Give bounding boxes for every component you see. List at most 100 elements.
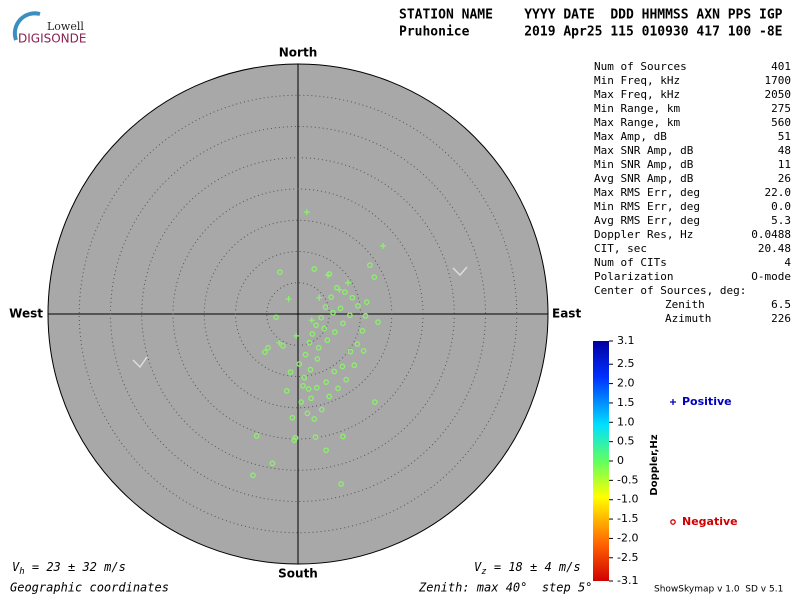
source-point: [316, 294, 323, 301]
source-point: [309, 331, 316, 337]
source-point: [328, 294, 334, 300]
stat-label: Max Amp, dB: [594, 130, 667, 143]
colorbar-tick-label: -1.5: [617, 512, 638, 525]
colorbar-tick-label: 2.5: [617, 357, 635, 370]
source-point: [250, 472, 256, 479]
source-point: [315, 344, 322, 351]
source-point: [302, 351, 309, 358]
stat-value: 275: [771, 102, 791, 115]
source-point: [306, 339, 313, 346]
source-point: [340, 433, 346, 440]
source-point: [262, 349, 268, 355]
source-point: [311, 416, 318, 422]
source-point: [335, 385, 341, 392]
legend-label: Negative: [682, 515, 738, 528]
stat-label: Min SNR Amp, dB: [594, 158, 694, 171]
source-point: [269, 460, 276, 467]
stat-value: 560: [771, 116, 791, 129]
source-point: [343, 376, 349, 383]
source-point: [298, 399, 304, 405]
source-point: [360, 348, 367, 354]
zenith-ring: [110, 126, 486, 502]
source-point: [351, 362, 358, 369]
colorbar-tick-label: 0.5: [617, 435, 635, 448]
source-point: [339, 363, 346, 370]
stat-label: Doppler Res, Hz: [594, 228, 693, 241]
logo-arc: [12, 11, 41, 41]
header-line: STATION NAME YYYY DATE DDD HHMMSS AXN PP…: [399, 8, 783, 23]
stat-value: 0.0: [771, 200, 791, 213]
center-title: Center of Sources, deg:: [594, 284, 746, 297]
source-point: [283, 388, 290, 394]
colorbar-tick-label: 0: [617, 454, 624, 467]
legend-marker: [670, 399, 676, 405]
source-point: [337, 305, 344, 312]
stat-value: 22.0: [765, 186, 792, 199]
source-point: [321, 325, 328, 332]
source-point: [314, 356, 321, 362]
logo-top: Lowell: [47, 20, 84, 33]
source-point: [265, 344, 271, 351]
colorbar-tick-label: -1.0: [617, 493, 638, 506]
stat-label: Num of Sources: [594, 60, 687, 73]
source-point: [354, 341, 361, 347]
colorbar-tick-label: -2.5: [617, 551, 638, 564]
source-point: [305, 386, 312, 392]
header-line: Pruhonice 2019 Apr25 115 010930 417 100 …: [399, 25, 783, 40]
legend-marker: [670, 519, 676, 525]
source-point: [371, 274, 378, 280]
source-point: [380, 242, 386, 249]
zenith-ring: [141, 157, 455, 471]
stat-value: 20.48: [758, 242, 791, 255]
stat-value: 1700: [765, 74, 792, 87]
stat-value: 48: [778, 144, 791, 157]
source-point: [293, 332, 300, 339]
source-point: [318, 314, 324, 321]
source-point: [303, 209, 310, 216]
source-point: [301, 374, 308, 381]
colorbar: [593, 341, 609, 581]
source-point: [289, 414, 296, 421]
source-point: [345, 279, 351, 286]
east-label: East: [552, 307, 581, 321]
source-point: [347, 348, 354, 355]
vz: Vz = 18 ± 4 m/s: [474, 560, 581, 577]
source-point: [304, 410, 311, 417]
stat-label: Polarization: [594, 270, 673, 283]
colorbar-label: Doppler,Hz: [649, 434, 660, 495]
south-label: South: [278, 567, 318, 581]
zenith-ring: [78, 94, 518, 534]
source-point: [338, 481, 344, 487]
source-point: [308, 317, 315, 324]
source-point: [253, 433, 260, 439]
source-point: [276, 339, 283, 346]
stat-label: Min RMS Err, deg: [594, 200, 700, 213]
center-label: Zenith: [665, 298, 705, 311]
colorbar-tick-label: 1.0: [617, 415, 635, 428]
source-point: [326, 271, 333, 277]
velocity-mark: [132, 266, 468, 369]
logo-bottom: DIGISONDE: [18, 32, 86, 46]
stat-value: 26: [778, 172, 791, 185]
colorbar-tick-label: -0.5: [617, 473, 638, 486]
stat-label: Max RMS Err, deg: [594, 186, 700, 199]
source-point: [312, 434, 319, 440]
source-point: [336, 286, 343, 293]
colorbar-tick-label: -3.1: [617, 574, 638, 587]
zenith-ring: [235, 251, 361, 377]
source-point: [323, 379, 329, 385]
source-point: [308, 395, 314, 402]
stat-label: Avg RMS Err, deg: [594, 214, 700, 227]
colorbar-tick-label: 2.0: [617, 377, 635, 390]
source-point: [347, 312, 353, 319]
source-point: [324, 337, 331, 344]
legend-label: Positive: [682, 395, 732, 408]
source-point: [330, 309, 336, 316]
source-point: [340, 320, 346, 327]
stat-label: Max SNR Amp, dB: [594, 144, 694, 157]
stat-label: Min Freq, kHz: [594, 74, 680, 87]
stat-value: 5.3: [771, 214, 791, 227]
center-label: Azimuth: [665, 312, 711, 325]
source-point: [375, 319, 381, 325]
